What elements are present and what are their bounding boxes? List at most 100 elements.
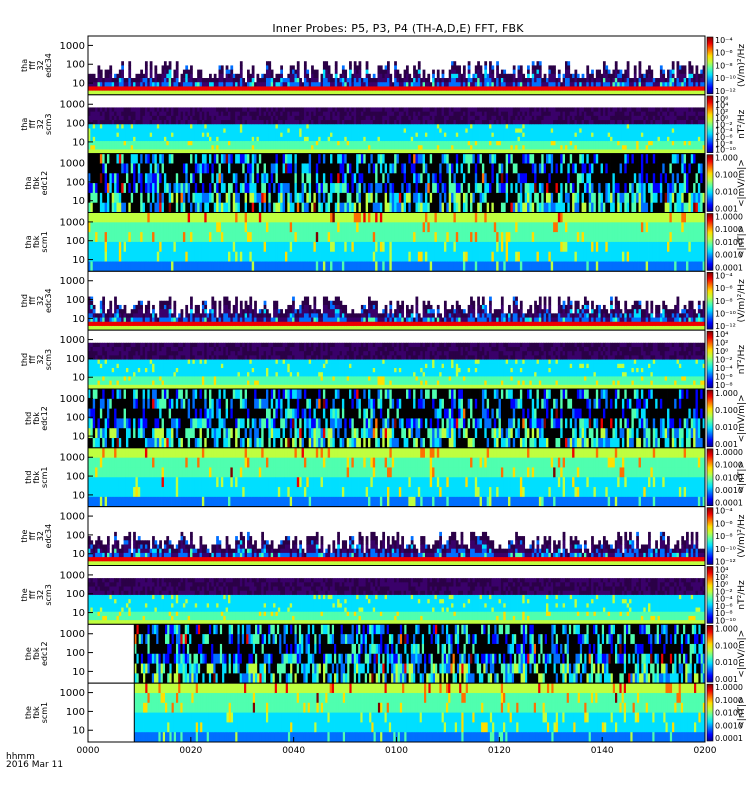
spectrogram-cell — [168, 69, 172, 75]
spectrogram-cell — [417, 78, 421, 83]
spectrogram-cell — [465, 149, 469, 155]
spectrogram-cell — [292, 82, 295, 87]
spectrogram-cell — [311, 124, 314, 129]
spectrogram-cell — [638, 145, 642, 150]
spectrogram-cell — [206, 90, 210, 96]
spectrogram-cell — [512, 128, 516, 134]
spectrogram-cell — [168, 141, 172, 146]
spectrogram-cell — [543, 132, 547, 138]
spectrogram-cell — [690, 128, 694, 134]
spectrogram-cell — [261, 132, 264, 138]
spectrogram-cell — [569, 132, 573, 138]
spectrogram-cell — [562, 90, 566, 96]
spectrogram-cell — [116, 86, 120, 92]
spectrogram-cell — [695, 115, 699, 121]
spectrogram-cell — [104, 90, 108, 96]
spectrogram-cell — [201, 145, 205, 150]
spectrogram-cell — [161, 111, 165, 117]
spectrogram-cell — [538, 141, 542, 146]
spectrogram-cell — [629, 120, 632, 125]
spectrogram-cell — [92, 202, 96, 213]
spectrogram-cell — [197, 163, 200, 174]
spectrogram-cell — [415, 82, 419, 87]
spectrogram-cell — [600, 120, 604, 125]
spectrogram-cell — [396, 120, 400, 125]
spectrogram-cell — [149, 202, 153, 213]
spectrogram-cell — [327, 141, 331, 146]
spectrogram-cell — [659, 124, 663, 129]
spectrogram-cell — [185, 115, 189, 121]
spectrogram-cell — [572, 90, 575, 96]
spectrogram-cell — [197, 111, 200, 117]
spectrogram-cell — [664, 124, 668, 129]
spectrogram-cell — [638, 82, 642, 87]
spectrogram-cell — [505, 132, 509, 138]
spectrogram-cell — [612, 86, 616, 92]
spectrogram-cell — [681, 149, 685, 155]
spectrogram-cell — [88, 136, 91, 142]
spectrogram-cell — [334, 128, 338, 134]
spectrogram-cell — [555, 124, 559, 129]
spectrogram-cell — [199, 82, 203, 87]
spectrogram-cell — [491, 136, 495, 142]
spectrogram-cell — [109, 86, 113, 92]
spectrogram-cell — [536, 65, 540, 71]
spectrogram-cell — [102, 163, 106, 174]
spectrogram-cell — [268, 202, 272, 213]
spectrogram-cell — [629, 82, 632, 87]
spectrogram-cell — [90, 82, 94, 87]
spectrogram-cell — [118, 132, 122, 138]
spectrogram-cell — [446, 78, 450, 83]
spectrogram-cell — [358, 73, 362, 79]
spectrogram-cell — [130, 86, 134, 92]
spectrogram-cell — [427, 141, 431, 146]
spectrogram-cell — [273, 124, 276, 129]
spectrogram-cell — [470, 132, 473, 138]
spectrogram-cell — [123, 163, 127, 174]
spectrogram-cell — [610, 107, 613, 113]
spectrogram-cell — [237, 86, 241, 92]
spectrogram-cell — [676, 65, 680, 71]
spectrogram-cell — [197, 149, 200, 155]
spectrogram-cell — [579, 136, 582, 142]
spectrogram-cell — [417, 61, 421, 66]
spectrogram-cell — [498, 141, 502, 146]
spectrogram-cell — [156, 73, 160, 79]
spectrogram-cell — [133, 86, 136, 92]
spectrogram-cell — [695, 82, 699, 87]
spectrogram-cell — [424, 128, 428, 134]
spectrogram-cell — [648, 115, 651, 121]
spectrogram-cell — [413, 115, 416, 121]
spectrogram-cell — [232, 149, 236, 155]
spectrogram-cell — [498, 124, 502, 129]
spectrogram-cell — [223, 115, 227, 121]
spectrogram-cell — [427, 73, 431, 79]
spectrogram-cell — [230, 124, 234, 129]
spectrogram-cell — [313, 124, 317, 129]
spectrogram-cell — [303, 65, 307, 71]
spectrogram-cell — [586, 90, 590, 96]
spectrogram-cell — [377, 78, 381, 83]
spectrogram-cell — [275, 173, 279, 184]
spectrogram-cell — [510, 78, 514, 83]
spectrogram-cell — [453, 78, 457, 83]
spectrogram-cell — [484, 149, 488, 155]
spectrogram-cell — [600, 124, 604, 129]
spectrogram-cell — [187, 90, 191, 96]
spectrogram-cell — [140, 124, 143, 129]
spectrogram-cell — [239, 69, 243, 75]
spectrogram-cell — [349, 86, 352, 92]
spectrogram-cell — [114, 202, 117, 213]
spectrogram-cell — [422, 86, 426, 92]
spectrogram-cell — [489, 136, 492, 142]
spectrogram-cell — [420, 107, 423, 113]
spectrogram-cell — [351, 149, 355, 155]
spectrogram-cell — [441, 115, 445, 121]
spectrogram-cell — [121, 141, 124, 146]
spectrogram-cell — [133, 153, 136, 164]
spectrogram-cell — [662, 78, 666, 83]
spectrogram-cell — [562, 132, 566, 138]
spectrogram-cell — [398, 107, 402, 113]
spectrogram-cell — [209, 73, 212, 79]
spectrogram-cell — [593, 86, 597, 92]
